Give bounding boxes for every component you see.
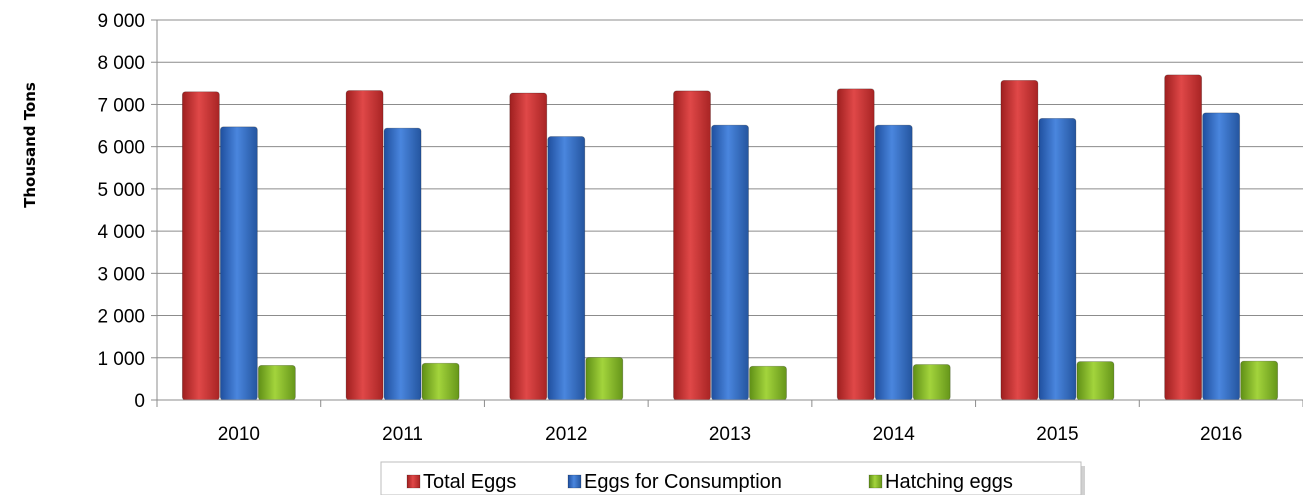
y-tick-label: 1 000 [97,349,145,370]
bar-eggs-for-consumption-2013 [711,124,749,401]
bar-hatching-eggs-2014 [912,364,951,401]
legend-label: Total Eggs [423,471,516,493]
legend-swatch [567,474,582,489]
y-tick-label: 8 000 [97,53,145,74]
bar-eggs-for-consumption-2012 [547,136,586,401]
x-tick-label: 2016 [1200,424,1242,445]
bar-total-eggs-2015 [1000,79,1039,401]
y-tick-label: 2 000 [97,307,145,328]
bar-eggs-for-consumption-2011 [383,127,422,401]
bar-total-eggs-2012 [509,92,548,401]
y-tick-label: 5 000 [97,180,145,201]
bar-hatching-eggs-2013 [749,365,787,401]
x-axis: 2010 2011 2012 2013 2014 2015 2016 [156,399,1303,445]
y-tick-label: 3 000 [97,264,145,285]
legend-swatch [406,474,421,489]
y-axis-title: Thousand Tons [21,82,39,208]
legend-swatch [868,474,883,489]
y-tick-label: 4 000 [97,222,145,243]
y-axis: 0 1 000 2 000 3 000 4 000 5 000 6 000 7 000 8 00… [97,11,158,412]
x-tick-label: 2014 [873,424,916,445]
y-tick-label: 7 000 [97,95,145,116]
bar-hatching-eggs-2011 [421,362,460,401]
y-tick-label: 0 [134,391,145,412]
bar-hatching-eggs-2016 [1240,360,1279,401]
bar-total-eggs-2014 [836,88,875,401]
bar-total-eggs-2011 [345,90,384,401]
x-tick-label: 2011 [382,424,423,445]
bar-hatching-eggs-2010 [257,364,296,401]
bar-total-eggs-2013 [673,90,711,401]
bar-hatching-eggs-2015 [1076,361,1115,401]
bar-eggs-for-consumption-2010 [219,126,258,401]
legend-box [380,461,1082,495]
x-tick-label: 2012 [545,424,587,445]
legend: Total Eggs Eggs for Consumption Hatching e… [380,461,1085,495]
y-tick-label: 9 000 [97,11,145,32]
legend-label: Eggs for Consumption [584,471,782,493]
x-tick-label: 2013 [709,424,751,445]
bar-total-eggs-2010 [181,91,220,401]
bar-total-eggs-2016 [1164,74,1203,401]
x-tick-label: 2015 [1036,424,1078,445]
bar-eggs-for-consumption-2014 [874,124,913,401]
x-tick-label: 2010 [218,424,260,445]
bar-hatching-eggs-2012 [585,356,624,401]
y-tick-label: 6 000 [97,138,145,159]
bar-eggs-for-consumption-2015 [1038,117,1077,401]
bars [181,74,1279,401]
legend-label: Hatching eggs [885,471,1013,493]
bar-eggs-for-consumption-2016 [1202,112,1241,401]
